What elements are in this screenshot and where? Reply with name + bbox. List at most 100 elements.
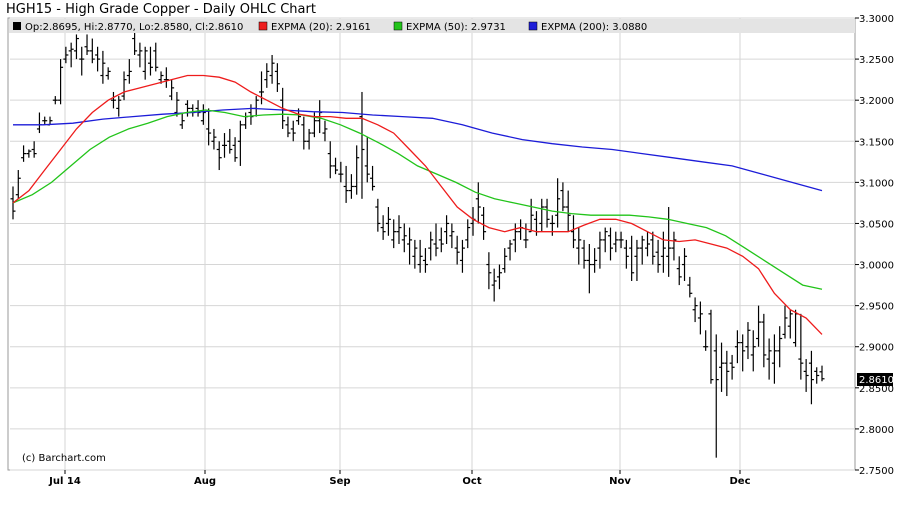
moving-averages bbox=[12, 74, 823, 335]
ohlc-bar bbox=[333, 157, 339, 175]
ohlc-bar bbox=[306, 128, 312, 150]
ohlc-bar bbox=[729, 354, 735, 380]
ohlc-bar bbox=[634, 239, 640, 281]
y-tick-label: 2.8500 bbox=[859, 384, 894, 395]
ohlc-bar bbox=[734, 330, 740, 364]
ohlc-bar bbox=[692, 297, 698, 323]
ohlc-bar bbox=[496, 264, 502, 290]
ohlc-bar bbox=[544, 198, 550, 228]
y-tick-label: 3.1000 bbox=[859, 178, 894, 189]
ohlc-bar bbox=[703, 330, 709, 351]
ohlc-bar bbox=[132, 30, 138, 55]
ohlc-bar bbox=[682, 248, 688, 281]
ohlc-bar bbox=[73, 34, 79, 60]
legend-background bbox=[9, 19, 855, 33]
ohlc-bar bbox=[481, 207, 487, 240]
ohlc-bar bbox=[814, 367, 820, 384]
ohlc-bar bbox=[322, 120, 328, 142]
ohlc-bar bbox=[502, 248, 508, 273]
ohlc-bar bbox=[539, 198, 545, 232]
ohlc-bar bbox=[555, 178, 561, 228]
ohlc-bar bbox=[771, 334, 777, 384]
ohlc-bar bbox=[719, 342, 725, 392]
ohlc-bar bbox=[147, 46, 153, 76]
ohlc-bar bbox=[697, 301, 703, 335]
ohlc-bar bbox=[21, 145, 27, 162]
ohlc-bar bbox=[570, 215, 576, 249]
ohlc-bar bbox=[597, 231, 603, 269]
ohlc-bar bbox=[169, 79, 175, 101]
ohlc-bar bbox=[343, 165, 349, 203]
ohlc-bar bbox=[449, 223, 455, 249]
ohlc-bar bbox=[137, 42, 143, 68]
ohlc-bar bbox=[422, 248, 428, 273]
ohlc-bar bbox=[560, 182, 566, 212]
x-axis: Jul 14 Aug Sep Oct Nov Dec bbox=[48, 470, 751, 487]
ohlc-bar bbox=[639, 235, 645, 265]
ohlc-bar bbox=[380, 215, 386, 240]
ohlc-bar bbox=[290, 120, 296, 142]
ohlc-bar bbox=[396, 215, 402, 244]
legend-swatch-ema200 bbox=[528, 21, 538, 31]
last-price-marker: 2.8610 bbox=[857, 373, 894, 386]
y-tick-label: 3.2500 bbox=[859, 55, 894, 66]
ohlc-bar bbox=[528, 198, 534, 233]
ohlc-bar bbox=[676, 256, 682, 286]
ohlc-bar bbox=[126, 59, 132, 84]
y-tick-label: 2.7500 bbox=[859, 466, 894, 477]
ohlc-bar bbox=[782, 305, 788, 339]
ohlc-bar bbox=[671, 231, 677, 261]
x-tick-label: Sep bbox=[329, 476, 350, 487]
ohlc-bar bbox=[232, 137, 238, 162]
ohlc-bar bbox=[391, 219, 397, 249]
ohlc-bar bbox=[444, 215, 450, 244]
ohlc-bar bbox=[63, 46, 69, 64]
legend-swatch-ema20 bbox=[258, 21, 268, 31]
ohlc-bar bbox=[666, 207, 672, 277]
ohlc-bar bbox=[713, 334, 719, 458]
x-tick-label: Dec bbox=[729, 476, 750, 487]
ohlc-bar bbox=[153, 42, 159, 72]
legend: Op:2.8695, Hi:2.8770, Lo:2.8580, Cl:2.86… bbox=[9, 19, 855, 33]
y-tick-label: 3.0000 bbox=[859, 261, 894, 272]
y-axis: 3.3000 3.2500 3.2000 3.1500 3.1000 3.0500 3.00… bbox=[855, 14, 894, 477]
ohlc-bar bbox=[15, 170, 21, 199]
ohlc-bar bbox=[375, 198, 381, 232]
ohlc-bar bbox=[412, 239, 418, 269]
legend-swatch-ema50 bbox=[393, 21, 403, 31]
ohlc-bar bbox=[211, 128, 217, 150]
ohlc-bar bbox=[354, 145, 360, 195]
ohlc-bar bbox=[586, 244, 592, 294]
ohlc-bar bbox=[650, 231, 656, 265]
ohlc-bar bbox=[819, 365, 825, 382]
ohlc-bar bbox=[274, 63, 280, 92]
ohlc-bar bbox=[808, 350, 814, 405]
grid bbox=[10, 17, 855, 471]
ohlc-bar bbox=[433, 223, 439, 257]
legend-ema50: EXPMA (50): 2.9731 bbox=[406, 22, 506, 33]
ohlc-bar bbox=[10, 186, 16, 220]
ohlc-bar bbox=[348, 174, 354, 199]
ohlc-bar bbox=[89, 38, 95, 64]
ohlc-bar bbox=[756, 305, 762, 347]
ohlc-bar bbox=[163, 67, 169, 88]
ohlc-bar bbox=[787, 309, 793, 339]
ohlc-bar bbox=[227, 128, 233, 154]
chart-title: HGH15 - High Grade Copper - Daily OHLC C… bbox=[6, 2, 316, 17]
ohlc-bar bbox=[592, 248, 598, 273]
ohlc-bar bbox=[613, 231, 619, 253]
ohlc-bar bbox=[438, 227, 444, 253]
y-tick-label: 3.2000 bbox=[859, 96, 894, 107]
ohlc-bar bbox=[777, 326, 783, 368]
ohlc-bar bbox=[740, 334, 746, 372]
ohlc-bar bbox=[581, 239, 587, 269]
last-price-box bbox=[857, 373, 893, 386]
y-tick-label: 2.9000 bbox=[859, 343, 894, 354]
y-tick-label: 2.8000 bbox=[859, 425, 894, 436]
legend-ohlc: Op:2.8695, Hi:2.8770, Lo:2.8580, Cl:2.86… bbox=[25, 22, 243, 33]
ohlc-bar bbox=[549, 215, 555, 236]
ohlc-bar bbox=[370, 165, 376, 191]
y-tick-label: 3.0500 bbox=[859, 219, 894, 230]
ohlc-bar bbox=[602, 227, 608, 253]
ohlc-bar bbox=[237, 120, 243, 166]
